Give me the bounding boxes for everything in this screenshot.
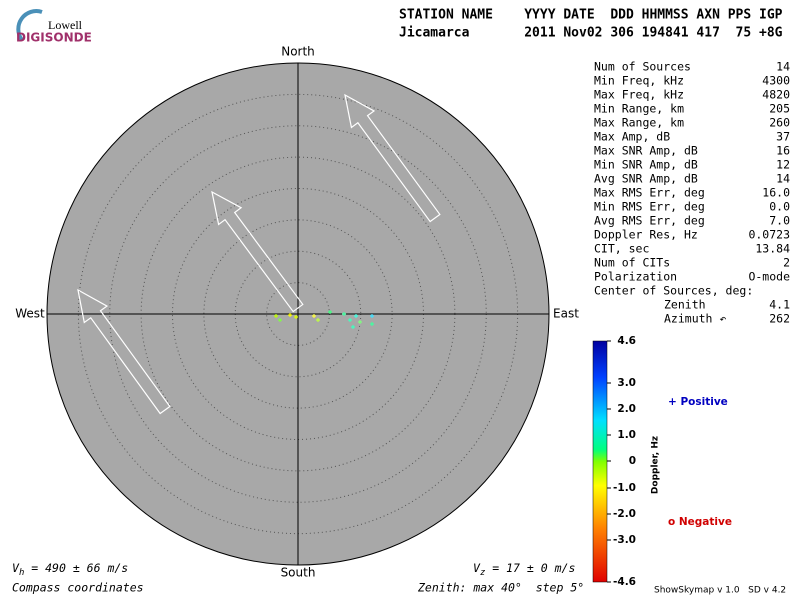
stat-label: Num of CITs: [594, 256, 670, 270]
stat-value: 16: [776, 144, 790, 158]
colorbar-tick-label: 4.6: [617, 335, 636, 347]
source-marker: [342, 312, 346, 316]
stat-value: 12: [776, 158, 790, 172]
source-marker: [328, 310, 332, 314]
east-label: East: [553, 307, 579, 321]
stat-value: 14: [776, 172, 790, 186]
legend-positive: + Positive: [668, 396, 728, 408]
colorbar-tick-label: -2.0: [613, 508, 636, 520]
stat-value: O-mode: [748, 270, 790, 284]
source-marker: [370, 314, 374, 318]
stat-value: 16.0: [762, 186, 790, 200]
header-columns: STATION NAME YYYY DATE DDD HHMMSS AXN PP…: [399, 8, 783, 23]
colorbar-tick-label: 3.0: [617, 377, 636, 389]
stat-label: Max RMS Err, deg: [594, 186, 705, 200]
stat-value: 7.0: [769, 214, 790, 228]
stat-label: Min RMS Err, deg: [594, 200, 705, 214]
zenith-label: Zenith: max 40° step 5°: [417, 581, 584, 595]
colorbar-tick-label: 1.0: [617, 429, 636, 441]
vz-label: Vz = 17 ± 0 m/s: [473, 561, 575, 578]
source-marker: [358, 320, 362, 324]
legend-negative: o Negative: [668, 516, 732, 528]
south-label: South: [281, 566, 316, 580]
stat-value: 0.0723: [748, 228, 790, 242]
colorbar-title: Doppler, Hz: [651, 436, 661, 494]
stat-label: Doppler Res, Hz: [594, 228, 698, 242]
header-values: Jicamarca 2011 Nov02 306 194841 417 75 +…: [399, 26, 783, 41]
source-marker: [312, 314, 316, 318]
center-row-label: Zenith: [664, 298, 706, 312]
stat-value: 4820: [762, 88, 790, 102]
source-marker: [316, 318, 320, 322]
stat-value: 4300: [762, 74, 790, 88]
stat-value: 14: [776, 60, 790, 74]
north-label: North: [281, 45, 315, 59]
stat-value: 0.0: [769, 200, 790, 214]
center-label: Center of Sources, deg:: [594, 284, 753, 298]
stat-label: Avg SNR Amp, dB: [594, 172, 698, 186]
stat-value: 13.84: [755, 242, 790, 256]
colorbar-tick-label: 0: [629, 455, 636, 467]
logo-top: Lowell: [48, 18, 83, 32]
source-marker: [351, 325, 355, 329]
doppler-colorbar: [592, 340, 608, 583]
velocity-arrow: [77, 288, 171, 415]
sources: [274, 310, 374, 329]
coordinates-label: Compass coordinates: [12, 581, 144, 595]
stat-label: Max Freq, kHz: [594, 88, 684, 102]
stat-value: 260: [769, 116, 790, 130]
vh-label: Vh = 490 ± 66 m/s: [12, 561, 128, 578]
stat-label: Num of Sources: [594, 60, 691, 74]
source-marker: [370, 322, 374, 326]
stat-value: 205: [769, 102, 790, 116]
source-marker: [278, 318, 282, 322]
velocity-arrows: [77, 93, 441, 415]
colorbar-ticks: 4.6 3.0 2.0 1.0 0 -1.0 -2.0 -3.0 -4.6: [607, 335, 636, 588]
stat-label: Max Range, km: [594, 116, 684, 130]
stat-label: Polarization: [594, 270, 677, 284]
colorbar-tick-label: -3.0: [613, 534, 636, 546]
colorbar-tick-label: -4.6: [613, 576, 636, 588]
source-marker: [294, 315, 298, 319]
logo-arc: [16, 9, 43, 42]
stat-label: Min SNR Amp, dB: [594, 158, 698, 172]
stat-label: Max SNR Amp, dB: [594, 144, 698, 158]
stat-label: Max Amp, dB: [594, 130, 670, 144]
stat-label: CIT, sec: [594, 242, 649, 256]
stat-value: 37: [776, 130, 790, 144]
stat-label: Avg RMS Err, deg: [594, 214, 705, 228]
velocity-arrow: [344, 93, 441, 223]
source-marker: [274, 314, 278, 318]
velocity-arrow: [211, 190, 304, 313]
source-marker: [354, 314, 358, 318]
source-marker: [288, 313, 292, 317]
center-row-value: 4.1: [769, 298, 790, 312]
center-row-label: Azimuth ↶: [664, 312, 726, 326]
logo-bottom: DIGISONDE: [16, 31, 92, 45]
center-row-value: 262: [769, 312, 790, 326]
colorbar-tick-label: 2.0: [617, 403, 636, 415]
west-label: West: [15, 307, 45, 321]
version-label: ShowSkymap v 1.0 SD v 4.2: [654, 586, 786, 596]
stat-label: Min Freq, kHz: [594, 74, 684, 88]
colorbar-tick-label: -1.0: [613, 482, 636, 494]
stat-label: Min Range, km: [594, 102, 684, 116]
stats-table: Num of Sources 14 Min Freq, kHz 4300 Max Fre…: [594, 60, 790, 326]
source-marker: [348, 318, 352, 322]
stat-value: 2: [783, 256, 790, 270]
